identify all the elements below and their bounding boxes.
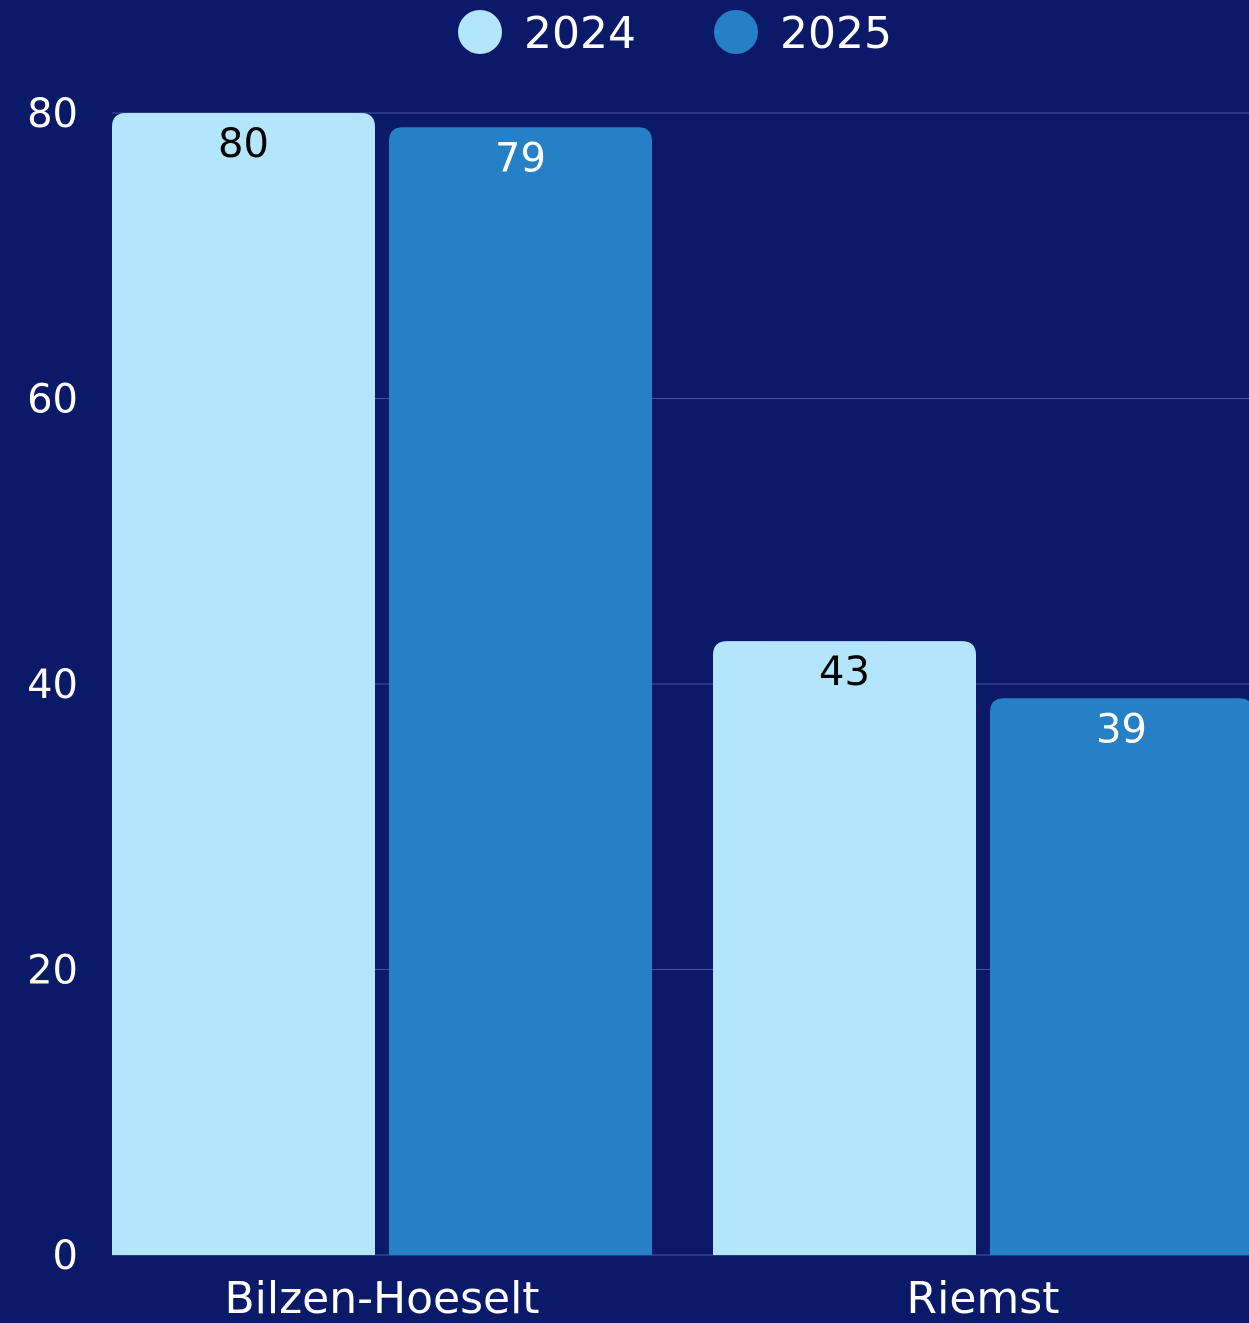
data-label-2024-bilzen-hoeselt: 80	[218, 121, 269, 167]
data-label-2025-bilzen-hoeselt: 79	[495, 135, 546, 181]
legend-swatch	[458, 10, 502, 54]
data-labels: 80 79 43 39	[218, 121, 1147, 752]
x-category-label: Bilzen-Hoeselt	[224, 1273, 539, 1323]
y-tick-label: 40	[27, 662, 78, 708]
bar-2024-bilzen-hoeselt[interactable]	[112, 113, 375, 1255]
bars	[112, 113, 1249, 1255]
legend-label: 2025	[780, 8, 892, 59]
y-tick-label: 80	[27, 91, 78, 137]
legend[interactable]: 2024 2025	[458, 8, 892, 59]
data-label-2025-riemst: 39	[1096, 706, 1147, 752]
x-axis: Bilzen-Hoeselt Riemst	[224, 1273, 1059, 1323]
y-axis: 0 20 40 60 80	[27, 91, 78, 1279]
legend-label: 2024	[524, 8, 636, 59]
x-category-label: Riemst	[907, 1273, 1060, 1323]
data-label-2024-riemst: 43	[819, 649, 870, 695]
legend-item-2024[interactable]: 2024	[458, 8, 636, 59]
y-tick-label: 20	[27, 948, 78, 994]
legend-swatch	[714, 10, 758, 54]
legend-item-2025[interactable]: 2025	[714, 8, 892, 59]
y-tick-label: 0	[53, 1233, 78, 1279]
y-tick-label: 60	[27, 377, 78, 423]
bar-2024-riemst[interactable]	[713, 641, 976, 1255]
bar-2025-bilzen-hoeselt[interactable]	[389, 127, 652, 1255]
bar-2025-riemst[interactable]	[990, 698, 1249, 1255]
